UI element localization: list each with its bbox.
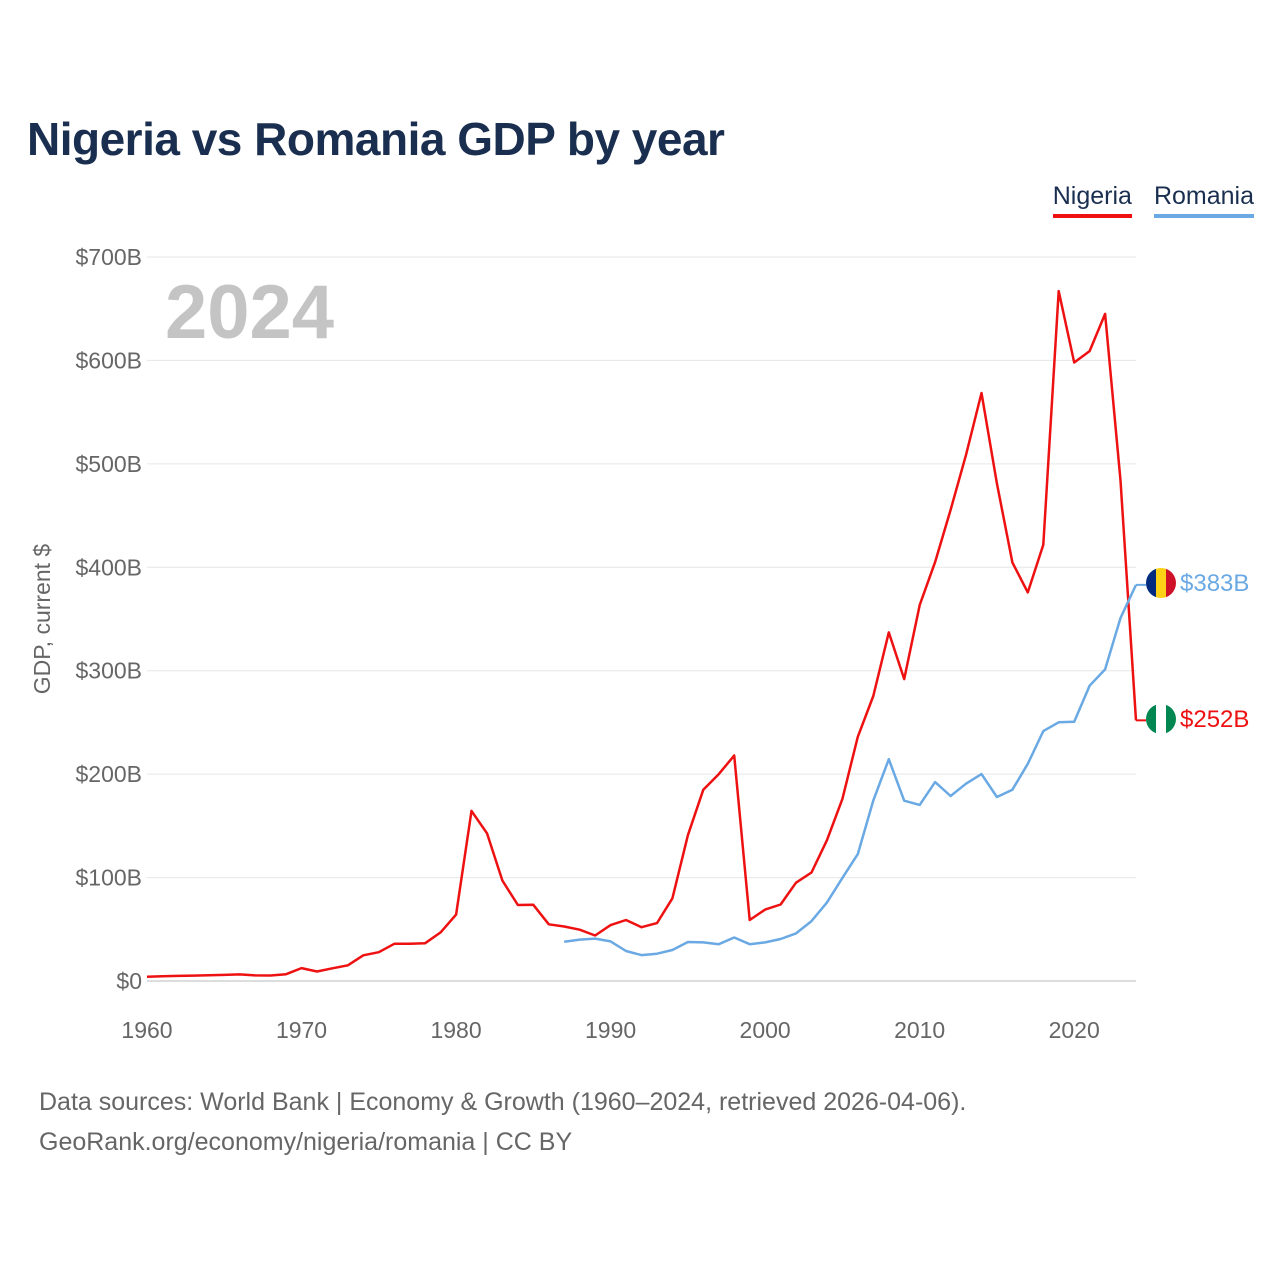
x-tick-label: 1990 <box>585 1017 636 1043</box>
series-lines <box>146 289 1146 978</box>
x-tick-label: 1960 <box>121 1017 172 1043</box>
legend-item-romania[interactable]: Romania <box>1153 182 1254 218</box>
romania-flag-icon <box>1146 568 1176 598</box>
y-tick-label: $300B <box>75 658 142 684</box>
end-markers: $383B $252B <box>1146 568 1249 734</box>
legend-item-nigeria[interactable]: Nigeria <box>1052 182 1132 218</box>
y-tick-label: $700B <box>75 244 142 270</box>
x-tick-label: 2010 <box>894 1017 945 1043</box>
y-tick-label: $500B <box>75 451 142 477</box>
end-label-romania: $383B <box>1180 570 1249 597</box>
y-tick-label: $400B <box>75 554 142 580</box>
x-tick-label: 2020 <box>1049 1017 1100 1043</box>
series-line-romania[interactable] <box>564 584 1138 957</box>
year-watermark: 2024 <box>165 270 334 355</box>
data-sources-note: Data sources: World Bank | Economy & Gro… <box>39 1088 967 1116</box>
x-tick-label: 1980 <box>430 1017 481 1043</box>
y-tick-label: $100B <box>75 865 142 891</box>
x-tick-label: 2000 <box>740 1017 791 1043</box>
x-axis-ticks: 1960 1970 1980 1990 2000 2010 2020 <box>121 1017 1099 1043</box>
legend: Nigeria Romania <box>1052 182 1254 218</box>
x-tick-label: 1970 <box>276 1017 327 1043</box>
nigeria-flag-icon <box>1146 704 1176 734</box>
footer: Data sources: World Bank | Economy & Gro… <box>39 1082 966 1162</box>
y-axis-label: GDP, current $ <box>29 544 55 695</box>
end-label-nigeria: $252B <box>1180 706 1249 733</box>
y-tick-label: $200B <box>75 761 142 787</box>
series-line-nigeria[interactable] <box>146 289 1138 978</box>
y-tick-label: $600B <box>75 347 142 373</box>
y-axis-ticks: $0 $100B $200B $300B $400B $500B $600B $700B <box>75 244 142 994</box>
y-tick-label: $0 <box>116 968 142 994</box>
gridlines <box>147 256 1136 982</box>
attribution-note: GeoRank.org/economy/nigeria/romania | CC… <box>39 1128 573 1156</box>
chart-title: Nigeria vs Romania GDP by year <box>27 113 725 165</box>
